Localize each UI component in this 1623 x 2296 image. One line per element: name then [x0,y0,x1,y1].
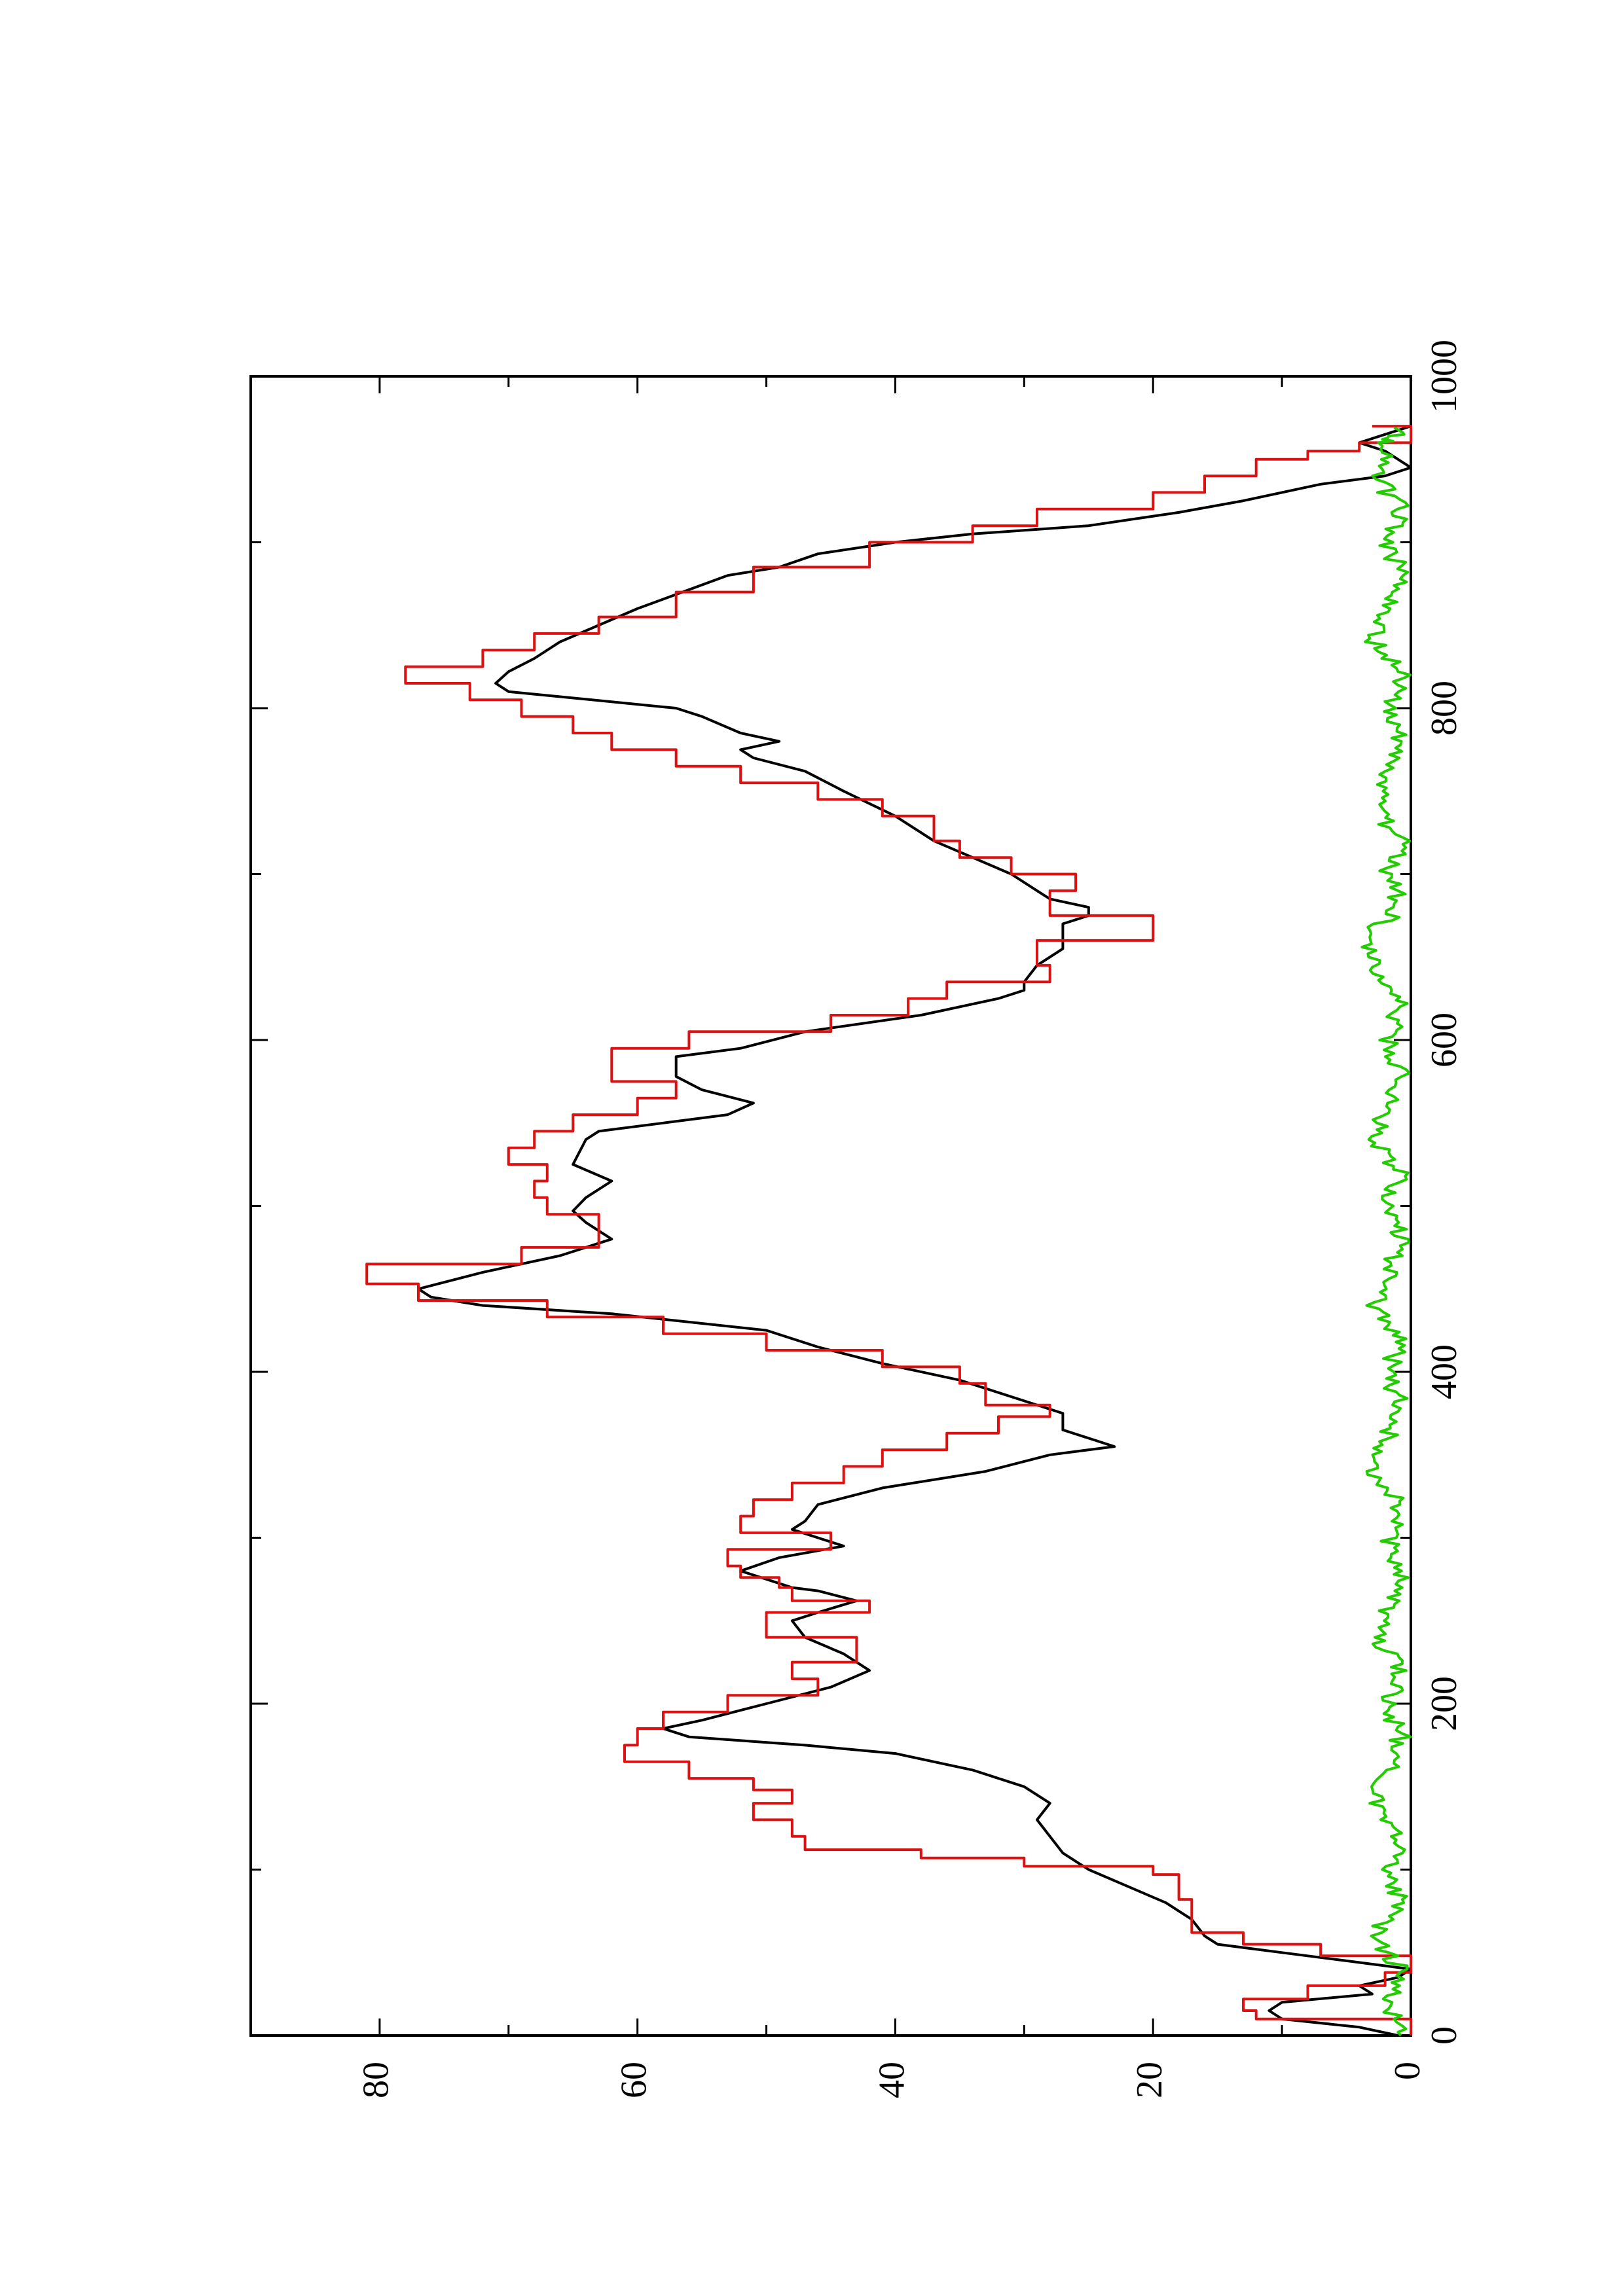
y-tick-label: 40 [871,2062,912,2098]
x-tick-label: 800 [1424,681,1465,736]
y-tick-label: 60 [614,2062,655,2098]
x-tick-label: 600 [1424,1013,1465,1067]
series-line-1 [417,425,1412,2037]
axis-ticks [249,375,1412,2037]
series-line-3 [1360,426,1412,2037]
x-tick-label: 400 [1424,1344,1465,1399]
series-line-2 [365,425,1412,2036]
tick-labels: 0 200 400 600 800 1000 0 20 40 60 80 [356,340,1465,2098]
x-tick-label: 0 [1424,2026,1465,2045]
data-series [365,425,1412,2037]
x-tick-label: 200 [1424,1676,1465,1731]
y-tick-label: 20 [1129,2062,1170,2098]
x-tick-label: 1000 [1424,340,1465,413]
y-tick-label: 80 [356,2062,397,2098]
plot-frame [249,375,1412,2037]
y-tick-label: 0 [1387,2062,1428,2080]
